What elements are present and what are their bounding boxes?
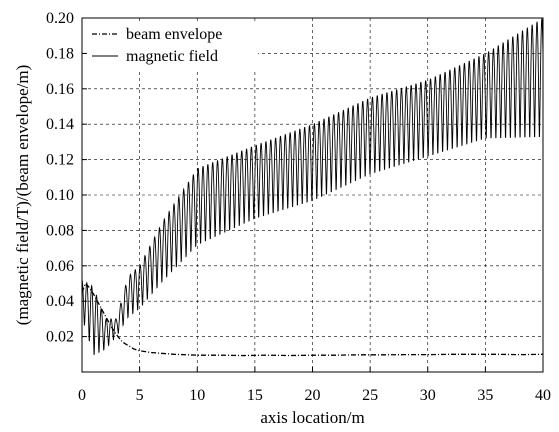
y-tick-label: 0.18 <box>46 45 74 62</box>
ticks: 0 5 10 15 20 25 30 35 40 0.02 0.04 0.06 0.08 0.10 0.12… <box>46 10 551 404</box>
y-tick-label: 0.10 <box>46 187 74 204</box>
y-tick-label: 0.02 <box>46 329 74 346</box>
y-tick-label: 0.04 <box>46 293 74 310</box>
legend-background <box>88 22 258 70</box>
series-line-magnetic-field <box>81 18 544 356</box>
series-layer <box>81 18 544 357</box>
y-axis-label: (magnetic field/T)/(beam envelope/m) <box>13 65 32 326</box>
x-tick-label: 0 <box>78 387 86 404</box>
x-tick-label: 20 <box>305 387 321 404</box>
x-tick-label: 35 <box>477 387 493 404</box>
x-tick-label: 40 <box>535 387 551 404</box>
x-tick-label: 10 <box>189 387 205 404</box>
y-tick-label: 0.14 <box>46 116 74 133</box>
x-tick-label: 15 <box>247 387 263 404</box>
y-tick-label: 0.06 <box>46 258 74 275</box>
x-tick-label: 25 <box>362 387 378 404</box>
legend: beam envelope magnetic field <box>88 22 258 70</box>
series-line-beam-envelope <box>81 282 544 357</box>
x-axis-label: axis location/m <box>260 408 364 427</box>
x-tick-label: 5 <box>136 387 144 404</box>
y-tick-label: 0.16 <box>46 81 74 98</box>
y-tick-label: 0.20 <box>46 10 74 27</box>
legend-label-magnetic-field: magnetic field <box>126 48 218 65</box>
y-tick-label: 0.08 <box>46 222 74 239</box>
y-tick-label: 0.12 <box>46 152 74 169</box>
legend-label-beam-envelope: beam envelope <box>126 26 222 43</box>
x-tick-label: 30 <box>420 387 436 404</box>
